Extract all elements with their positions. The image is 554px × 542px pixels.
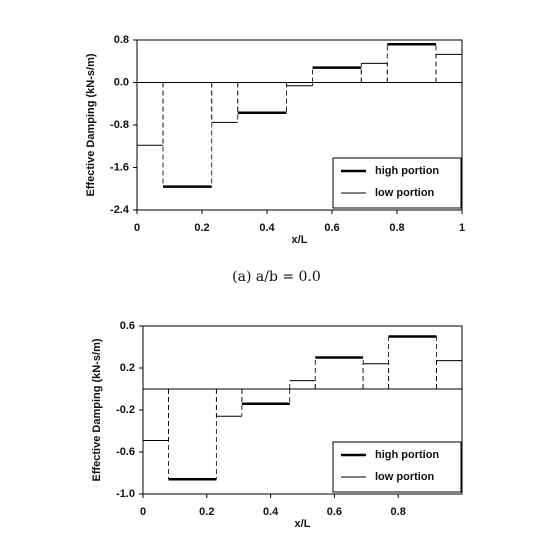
x-tick-label: 0.6 bbox=[324, 222, 339, 234]
legend-label: low portion bbox=[375, 187, 435, 199]
x-tick-label: 0 bbox=[140, 506, 146, 518]
x-tick-label: 0.4 bbox=[259, 222, 275, 234]
y-tick-label: -2.4 bbox=[110, 204, 130, 216]
legend-box bbox=[332, 157, 462, 209]
y-tick-label: -1.0 bbox=[116, 488, 135, 500]
legend-label: high portion bbox=[375, 449, 439, 461]
x-tick-label: 0.4 bbox=[263, 506, 279, 518]
legend-label: high portion bbox=[375, 165, 439, 177]
y-tick-label: -0.6 bbox=[116, 446, 135, 458]
x-tick-label: 0.2 bbox=[199, 506, 214, 518]
x-tick-label: 0.8 bbox=[391, 506, 406, 518]
x-tick-label: 0.2 bbox=[194, 222, 209, 234]
x-tick-label: 0 bbox=[134, 222, 140, 234]
legend-box bbox=[332, 441, 462, 493]
y-tick-label: -0.8 bbox=[110, 119, 129, 131]
x-axis-title: x/L bbox=[295, 518, 311, 530]
x-tick-label: 0.6 bbox=[327, 506, 342, 518]
y-tick-label: -0.2 bbox=[116, 404, 135, 416]
x-axis-title: x/L bbox=[292, 234, 308, 246]
caption: (a) a/b = 0.0 bbox=[232, 269, 321, 285]
y-axis-title: Effective Damping (kN-s/m) bbox=[91, 338, 103, 481]
y-axis-title: Effective Damping (kN-s/m) bbox=[85, 53, 97, 196]
x-tick-label: 0.8 bbox=[389, 222, 404, 234]
y-tick-label: -1.6 bbox=[110, 161, 129, 173]
y-tick-label: 0.6 bbox=[120, 320, 135, 332]
legend-label: low portion bbox=[375, 471, 435, 483]
y-tick-label: 0.8 bbox=[114, 34, 129, 46]
x-tick-label: 1 bbox=[459, 222, 465, 234]
y-tick-label: 0.2 bbox=[120, 362, 135, 374]
y-tick-label: 0.0 bbox=[114, 76, 129, 88]
